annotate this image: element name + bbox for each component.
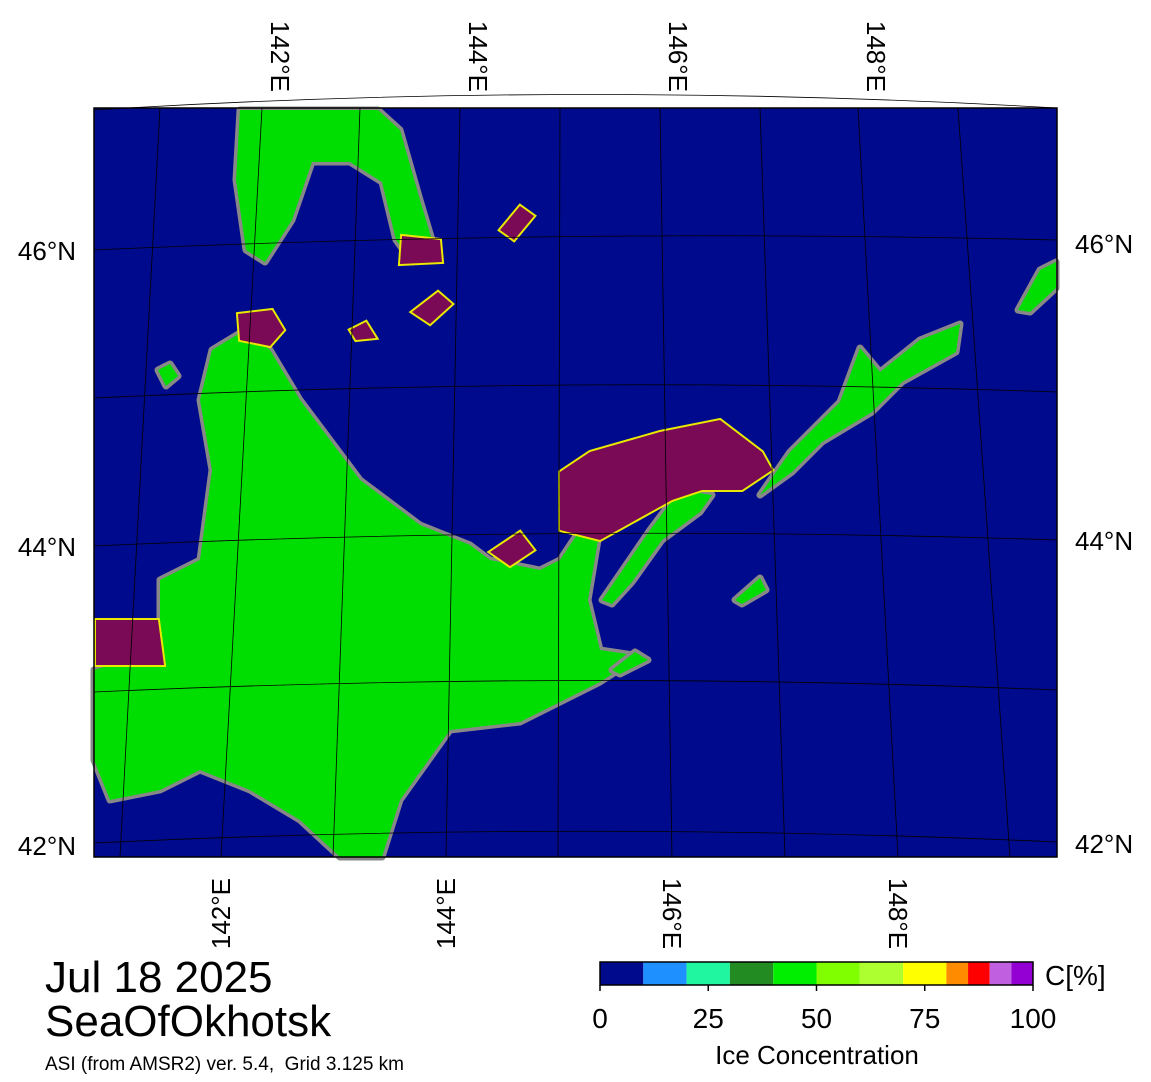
island: [1014, 258, 1060, 316]
lat-label: 44°N: [18, 532, 76, 562]
ice-patch: [497, 203, 537, 243]
sea-ice: [94, 203, 775, 667]
ice-patch: [347, 319, 380, 343]
sakhalin: [232, 106, 436, 266]
colorbar-tick-label: 25: [693, 1003, 724, 1034]
lon-label: 146°E: [657, 878, 687, 949]
meridian: [759, 107, 786, 858]
colorbar-bin: [903, 962, 947, 985]
island: [608, 648, 652, 678]
kunashir: [598, 486, 716, 608]
colorbar-bin: [1011, 962, 1033, 985]
map-frame: [93, 107, 1058, 858]
colorbar-tick-label: 50: [801, 1003, 832, 1034]
island: [731, 574, 770, 608]
lon-label: 148°E: [861, 21, 891, 92]
colorbar-bin: [968, 962, 990, 985]
meridian: [957, 107, 1011, 858]
meridian: [557, 107, 561, 858]
colorbar-bin: [686, 962, 730, 985]
lon-label: 142°E: [206, 878, 236, 949]
colorbar-tick-label: 0: [592, 1003, 608, 1034]
parallel: [93, 384, 1058, 399]
lat-label: 46°N: [18, 236, 76, 266]
meridian: [445, 107, 461, 858]
meridian: [659, 107, 673, 858]
lat-label: 46°N: [1075, 229, 1133, 259]
parallel: [93, 94, 1058, 111]
parallel: [93, 830, 1058, 844]
lon-label: 144°E: [431, 878, 461, 949]
ice-patch: [397, 233, 445, 267]
island: [154, 360, 182, 390]
parallel: [93, 235, 1058, 251]
map: [90, 94, 1060, 861]
lon-label: 146°E: [663, 21, 693, 92]
date: Jul 18 2025: [45, 953, 273, 1002]
colorbar-label: Ice Concentration: [715, 1040, 919, 1070]
colorbar-tick-label: 75: [909, 1003, 940, 1034]
colorbar-tick-label: 100: [1010, 1003, 1057, 1034]
colorbar-bin: [729, 962, 774, 985]
colorbar-bin: [989, 962, 1012, 985]
colorbar-bin: [816, 962, 860, 985]
meridian: [220, 107, 263, 858]
parallel: [93, 680, 1058, 693]
ice-patch: [408, 289, 456, 327]
meridian: [857, 107, 899, 858]
colorbar-bin: [643, 962, 687, 985]
lon-label: 144°E: [463, 21, 493, 92]
lat-label: 42°N: [1075, 829, 1133, 859]
colorbar-bin: [773, 962, 817, 985]
colorbar-unit: C[%]: [1045, 960, 1106, 991]
ice-patch: [486, 529, 537, 569]
meridian: [332, 107, 361, 858]
graticule: [93, 94, 1058, 858]
lat-label: 42°N: [18, 831, 76, 861]
caption: ASI (from AMSR2) ver. 5.4, Grid 3.125 km: [45, 1054, 404, 1075]
colorbar-bin: [946, 962, 969, 985]
lon-label: 148°E: [883, 878, 913, 949]
iturup: [756, 320, 964, 499]
ice-patch: [235, 307, 287, 349]
ice-patch: [94, 618, 167, 667]
parallel: [93, 532, 1058, 547]
lat-label: 44°N: [1075, 526, 1133, 556]
lon-label: 142°E: [265, 21, 295, 92]
region: SeaOfOkhotsk: [45, 997, 332, 1046]
colorbar-bin: [859, 962, 904, 985]
meridian: [119, 107, 161, 858]
colorbar-bin: [600, 962, 644, 985]
